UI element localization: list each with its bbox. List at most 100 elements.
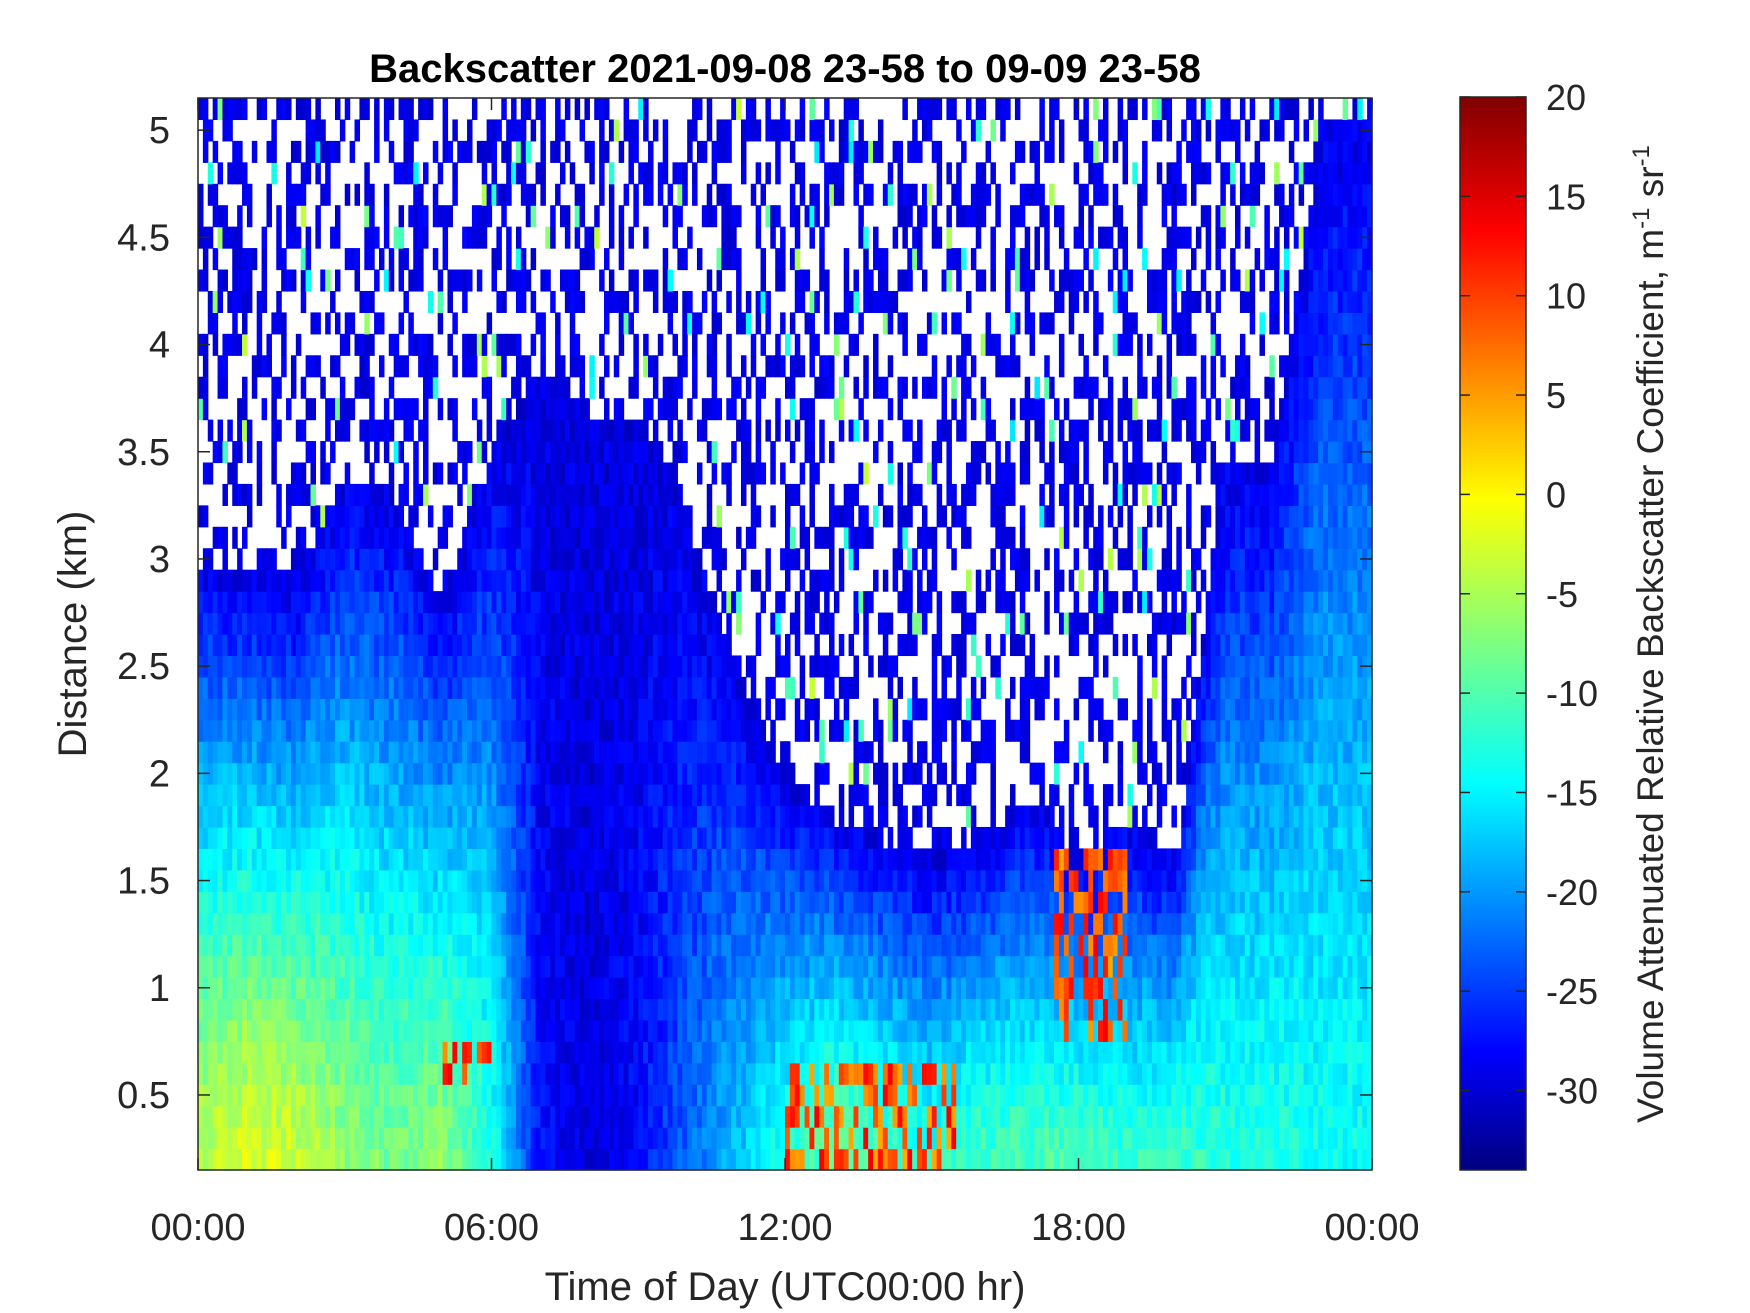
heatmap-cell [750,998,757,1021]
heatmap-cell [511,1062,517,1085]
heatmap-cell [423,934,429,957]
heatmap-cell [765,741,771,764]
heatmap-cell [315,784,321,807]
heatmap-cell [261,226,268,249]
heatmap-cell [198,848,204,871]
heatmap-cell [290,805,297,828]
heatmap-cell [701,998,708,1021]
heatmap-cell [706,912,713,935]
heatmap-cell [378,1148,385,1171]
heatmap-cell [515,655,522,678]
heatmap-cell [618,226,625,249]
heatmap-cell [550,1148,556,1171]
heatmap-cell [716,569,723,592]
heatmap-cell [755,934,762,957]
heatmap-cell [736,1041,742,1064]
heatmap-cell [520,805,527,828]
heatmap-cell [501,419,507,442]
heatmap-cell [682,784,688,807]
heatmap-cell [398,977,405,1000]
heatmap-cell [785,998,791,1021]
heatmap-cell [682,248,688,271]
heatmap-cell [780,934,786,957]
heatmap-cell [418,1019,424,1042]
heatmap-cell [540,912,546,935]
heatmap-cell [604,591,610,614]
heatmap-cell [305,634,312,657]
heatmap-cell [608,612,615,635]
heatmap-cell [726,934,732,957]
heatmap-cell [378,1084,385,1107]
heatmap-cell [295,719,302,742]
heatmap-cell [530,634,537,657]
heatmap-cell [706,612,713,635]
heatmap-cell [418,676,424,699]
heatmap-cell [662,955,669,978]
heatmap-cell [339,698,346,721]
heatmap-cell [432,719,439,742]
heatmap-cell [432,805,439,828]
heatmap-cell [662,483,669,506]
heatmap-cell [599,1062,605,1085]
heatmap-cell [202,1041,209,1064]
heatmap-cell [731,248,737,271]
heatmap-cell [467,784,473,807]
heatmap-cell [667,548,674,571]
heatmap-cell [290,140,297,163]
heatmap-cell [207,934,214,957]
heatmap-cell [276,891,282,914]
heatmap-cell [736,655,742,678]
heatmap-cell [667,805,674,828]
heatmap-cell [765,1105,771,1128]
heatmap-cell [471,98,478,121]
heatmap-cell [364,1062,370,1085]
heatmap-cell [564,290,571,313]
heatmap-cell [535,891,542,914]
heatmap-cell [657,977,664,1000]
heatmap-cell [359,483,365,506]
heatmap-cell [310,891,316,914]
heatmap-cell [437,398,444,421]
heatmap-cell [574,912,581,935]
heatmap-cell [599,698,605,721]
heatmap-cell [569,526,576,549]
heatmap-cell [530,784,537,807]
heatmap-cell [256,634,263,657]
heatmap-cell [672,226,678,249]
heatmap-cell [222,955,228,978]
heatmap-cell [589,1084,595,1107]
heatmap-cell [476,934,483,957]
heatmap-cell [305,441,312,464]
heatmap-cell [824,162,830,185]
heatmap-cell [785,912,791,935]
heatmap-cell [364,676,370,699]
heatmap-cell [584,441,590,464]
heatmap-cell [628,1084,634,1107]
heatmap-cell [608,1148,615,1171]
heatmap-cell [745,848,752,871]
heatmap-cell [212,526,219,549]
heatmap-cell [726,333,732,356]
heatmap-cell [423,676,429,699]
heatmap-cell [251,805,258,828]
heatmap-cell [701,719,708,742]
heatmap-cell [325,312,331,335]
heatmap-cell [398,526,405,549]
heatmap-cell [682,312,688,335]
heatmap-cell [447,591,453,614]
heatmap-cell [770,612,776,635]
heatmap-cell [276,805,282,828]
heatmap-cell [604,140,610,163]
heatmap-cell [423,162,429,185]
heatmap-cell [829,676,835,699]
heatmap-cell [232,998,238,1021]
heatmap-cell [457,634,463,657]
heatmap-cell [682,977,688,1000]
heatmap-cell [618,1062,625,1085]
heatmap-cell [559,612,566,635]
heatmap-cell [618,848,625,871]
heatmap-cell [290,591,297,614]
heatmap-cell [222,591,228,614]
heatmap-cell [579,248,586,271]
heatmap-cell [369,1127,375,1150]
